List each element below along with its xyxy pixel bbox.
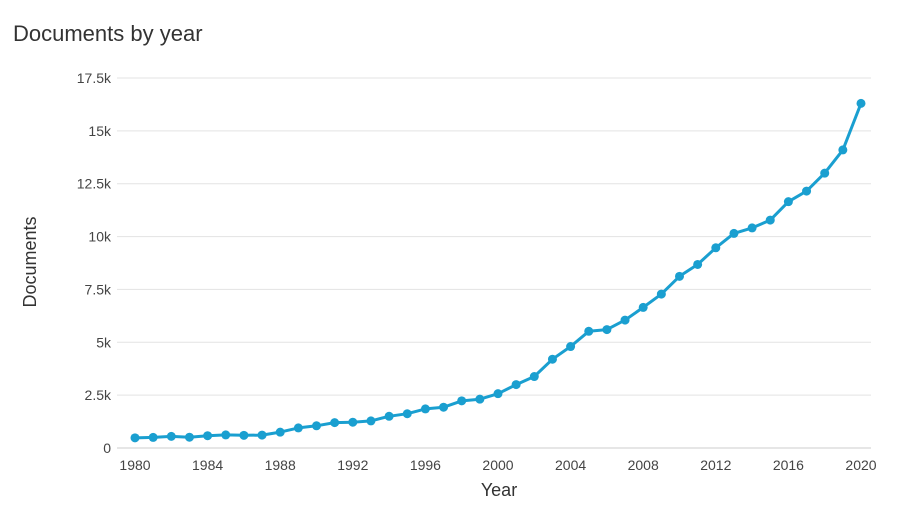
- data-point: [239, 430, 249, 440]
- y-tick-label: 10k: [88, 229, 112, 245]
- y-tick-label: 0: [103, 440, 111, 456]
- data-point: [475, 394, 485, 404]
- data-point: [638, 302, 648, 312]
- data-point: [457, 396, 467, 406]
- x-tick-label: 1980: [119, 457, 150, 473]
- y-tick-label: 2.5k: [85, 387, 112, 403]
- data-point: [802, 186, 812, 196]
- data-point: [203, 431, 213, 441]
- data-point: [711, 243, 721, 253]
- data-point: [693, 259, 703, 269]
- data-point: [384, 411, 394, 421]
- data-point: [747, 223, 757, 233]
- data-point: [166, 431, 176, 441]
- x-tick-label: 1988: [265, 457, 296, 473]
- data-point: [547, 354, 557, 364]
- data-point: [620, 315, 630, 325]
- data-point: [439, 402, 449, 412]
- data-point: [820, 168, 830, 178]
- data-point: [184, 432, 194, 442]
- data-point: [675, 271, 684, 281]
- data-point: [783, 197, 793, 207]
- series-line: [133, 101, 863, 440]
- series-points: [130, 98, 866, 443]
- y-axis-title: Documents: [20, 216, 40, 307]
- data-point: [838, 145, 848, 155]
- x-tick-label: 2000: [482, 457, 513, 473]
- data-point: [856, 98, 866, 108]
- data-point: [257, 430, 267, 440]
- x-axis-ticks: 1980 1984 1988 1992 1996 2000 2004 2008 2012 2016…: [119, 457, 876, 473]
- x-tick-label: 1992: [337, 457, 368, 473]
- data-point: [584, 326, 594, 336]
- data-point: [656, 289, 666, 299]
- y-axis-ticks: 0 2.5k 5k 7.5k 10k 12.5k 15k 17.5k: [77, 70, 112, 456]
- data-point: [148, 432, 158, 442]
- y-tick-label: 5k: [96, 334, 112, 350]
- y-tick-label: 12.5k: [77, 176, 112, 192]
- x-tick-label: 2020: [845, 457, 876, 473]
- y-tick-label: 15k: [88, 123, 112, 139]
- x-tick-label: 1996: [410, 457, 441, 473]
- data-point: [529, 372, 539, 382]
- data-point: [293, 423, 303, 433]
- grid-lines: [117, 77, 871, 396]
- x-tick-label: 2008: [628, 457, 659, 473]
- data-point: [602, 325, 612, 335]
- data-point: [511, 380, 521, 390]
- data-point: [765, 215, 775, 225]
- data-point: [420, 404, 430, 414]
- data-point: [348, 417, 358, 427]
- chart-title: Documents by year: [13, 21, 203, 46]
- x-tick-label: 1984: [192, 457, 223, 473]
- data-point: [402, 409, 412, 419]
- data-point: [729, 228, 739, 238]
- data-point: [366, 416, 376, 426]
- data-point: [493, 389, 503, 399]
- x-tick-label: 2012: [700, 457, 731, 473]
- data-point: [312, 421, 321, 431]
- x-tick-label: 2016: [773, 457, 804, 473]
- x-axis-title: Year: [481, 480, 517, 500]
- data-point: [221, 430, 231, 440]
- data-point: [130, 433, 140, 443]
- data-point: [275, 427, 285, 437]
- y-tick-label: 7.5k: [85, 281, 112, 297]
- data-point: [330, 418, 340, 428]
- data-point: [566, 342, 576, 352]
- x-tick-label: 2004: [555, 457, 586, 473]
- y-tick-label: 17.5k: [77, 70, 112, 86]
